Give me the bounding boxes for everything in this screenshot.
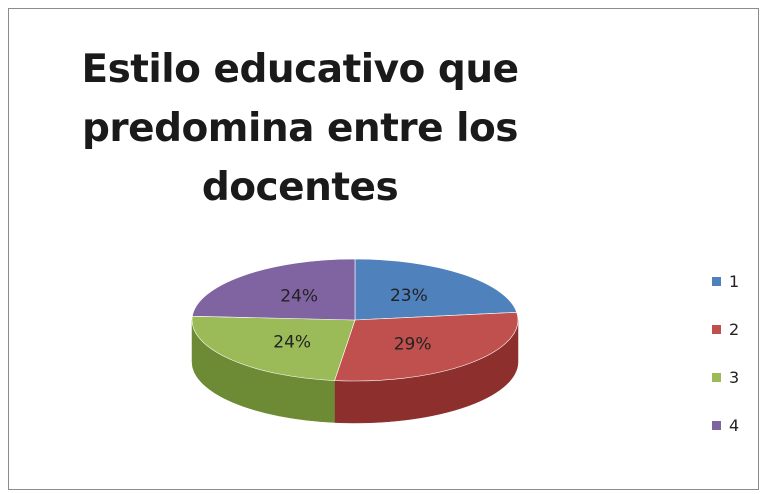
data-label-2: 29% <box>394 335 432 355</box>
legend-swatch-1 <box>712 276 721 286</box>
legend-swatch-3 <box>712 372 721 382</box>
legend-item-3: 3 <box>712 365 757 389</box>
legend-label-3: 3 <box>729 367 740 387</box>
legend: 1 2 3 4 <box>712 269 757 461</box>
pie-slice-3 <box>191 315 356 381</box>
pie-slice-4 <box>191 258 356 321</box>
chart-title: Estilo educativo que predomina entre los… <box>70 40 530 217</box>
chart-title-line-2: predomina entre los <box>82 106 518 151</box>
data-label-3: 24% <box>273 332 311 352</box>
pie-slice-2 <box>334 312 519 382</box>
legend-label-1: 1 <box>729 271 740 291</box>
legend-swatch-2 <box>712 324 721 334</box>
chart-title-line-3: docentes <box>201 165 399 210</box>
legend-swatch-4 <box>712 420 721 430</box>
legend-item-4: 4 <box>712 413 757 437</box>
legend-item-1: 1 <box>712 269 757 293</box>
chart-title-line-1: Estilo educativo que <box>81 47 519 92</box>
data-label-4: 24% <box>280 287 318 307</box>
pie-slice-1 <box>354 258 518 321</box>
legend-label-4: 4 <box>729 415 740 435</box>
data-label-1: 23% <box>390 286 428 306</box>
legend-item-2: 2 <box>712 317 757 341</box>
legend-label-2: 2 <box>729 319 740 339</box>
